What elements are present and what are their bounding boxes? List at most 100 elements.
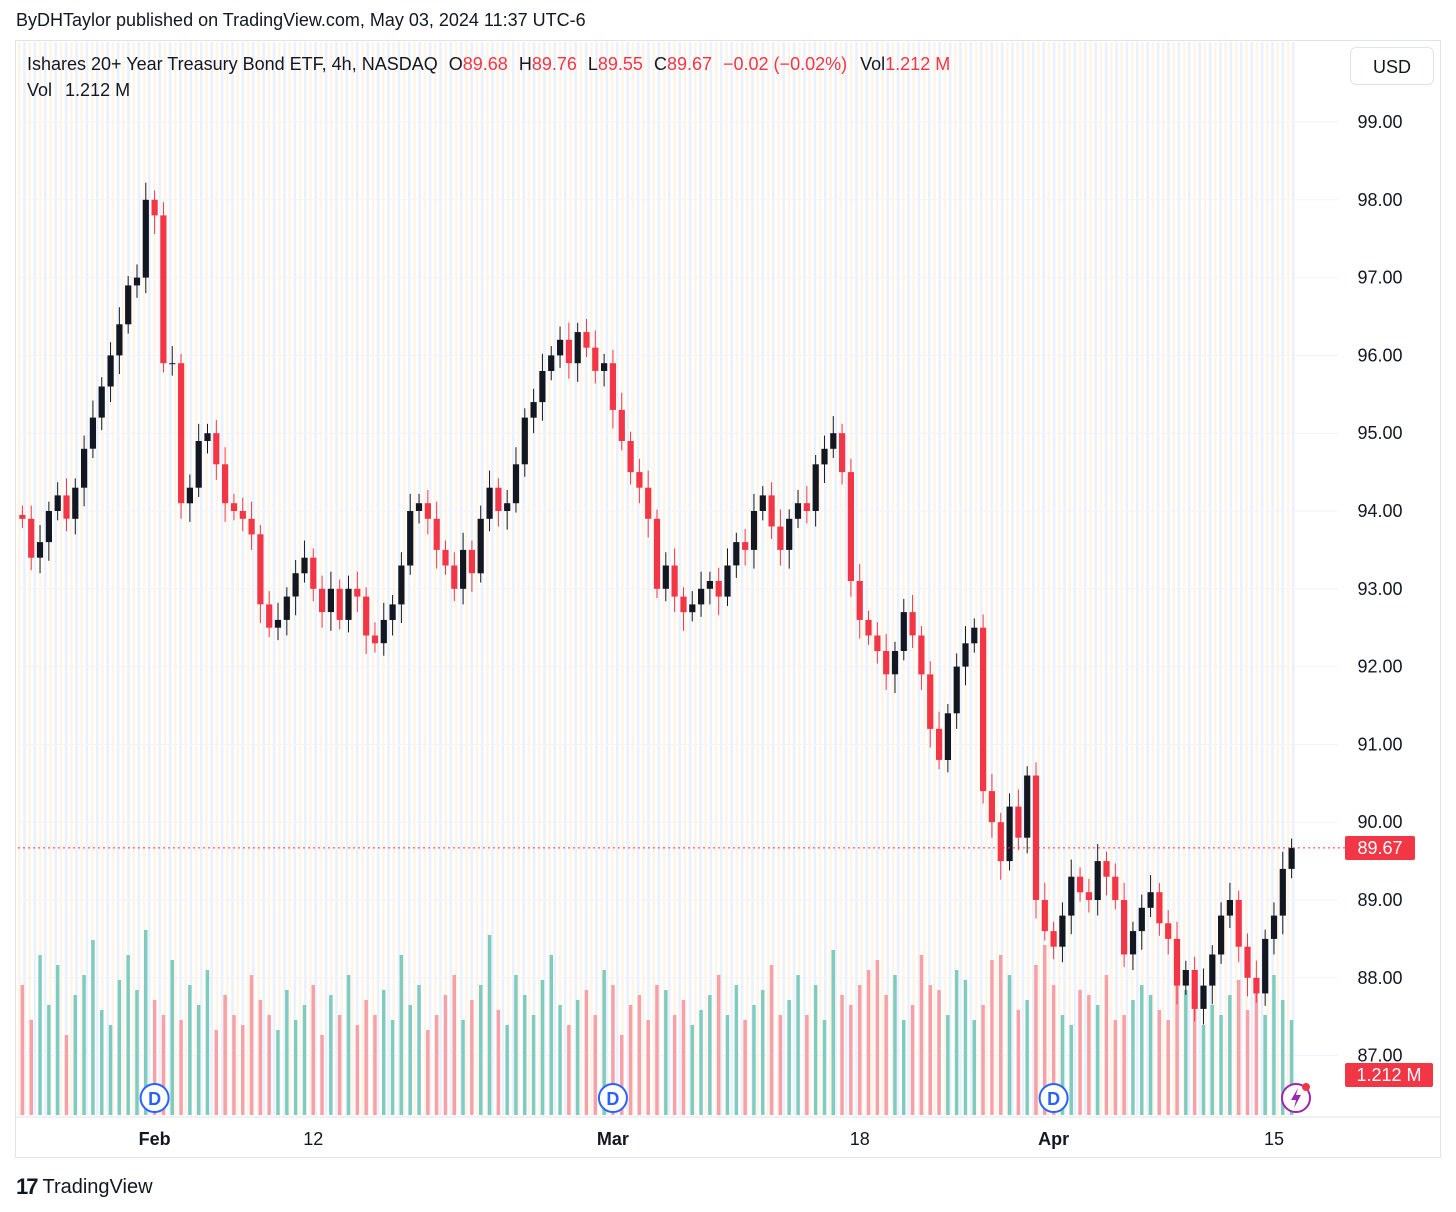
volume-bar (355, 1025, 360, 1115)
candle-body (1094, 861, 1101, 900)
volume-bar (937, 990, 941, 1115)
volume-bar (144, 930, 148, 1115)
session-stripe (668, 42, 671, 1115)
session-stripe (220, 42, 224, 1115)
volume-bar (1043, 945, 1047, 1115)
candle-body (460, 549, 467, 589)
flash-icon[interactable] (1281, 1083, 1311, 1113)
session-stripe (829, 42, 832, 1115)
session-stripe (1006, 42, 1009, 1115)
session-stripe (127, 42, 130, 1115)
volume-bar (637, 995, 642, 1115)
session-stripe (168, 42, 172, 1115)
volume-bar (1219, 1015, 1223, 1115)
volume-bar (752, 1005, 756, 1115)
candle-body (1059, 915, 1066, 947)
session-stripe (153, 42, 156, 1115)
volume-bar (161, 1015, 166, 1115)
session-stripe (413, 42, 416, 1115)
vol-value: 1.212 M (885, 54, 951, 74)
session-stripe (1188, 42, 1191, 1115)
candle-body (1279, 868, 1286, 916)
session-stripe (38, 42, 42, 1115)
candle-body (213, 433, 220, 465)
session-stripe (714, 42, 718, 1115)
candle-body (794, 503, 802, 519)
y-tick-label: 91.00 (1357, 734, 1402, 754)
candle-body (1173, 938, 1181, 986)
candle-body (151, 199, 158, 216)
session-stripe (517, 42, 520, 1115)
session-stripe (1094, 42, 1097, 1115)
candle-body (1032, 775, 1040, 900)
brand-name: TradingView (42, 1175, 153, 1198)
volume-bar (523, 995, 527, 1115)
session-stripe (938, 42, 941, 1115)
volume-bar (796, 975, 800, 1115)
vol-row-label[interactable]: Vol (27, 80, 53, 100)
volume-bar (1104, 975, 1109, 1115)
session-stripe (85, 42, 89, 1115)
volume-bar (1087, 995, 1091, 1115)
volume-bar (875, 960, 880, 1115)
candle-body (319, 588, 326, 613)
session-stripe (33, 42, 37, 1115)
candle-body (283, 596, 290, 620)
tradingview-logo-icon: 17 (16, 1174, 39, 1199)
session-stripe (324, 42, 328, 1115)
session-stripe (475, 42, 479, 1115)
chart-frame (15, 40, 1441, 1158)
session-stripe (392, 42, 395, 1115)
volume-bar (346, 975, 351, 1115)
session-stripe (1177, 42, 1181, 1115)
volume-bar (769, 965, 774, 1115)
currency-button[interactable]: USD (1350, 47, 1434, 85)
candle-body (72, 487, 79, 519)
volume-bar (866, 970, 871, 1115)
volume-bar (540, 980, 545, 1115)
session-stripe (1224, 42, 1227, 1115)
volume-bar (1254, 990, 1259, 1115)
dividend-marker-icon[interactable]: D (597, 1083, 628, 1113)
volume-bar (434, 1015, 439, 1115)
session-stripes (18, 42, 1295, 1115)
volume-bar (761, 990, 765, 1115)
session-stripe (272, 42, 276, 1115)
candle-body (504, 503, 511, 511)
session-stripe (600, 42, 603, 1115)
candle-body (1077, 876, 1084, 893)
symbol-name[interactable]: Ishares 20+ Year Treasury Bond ETF, 4h, … (27, 54, 438, 74)
session-stripe (751, 42, 754, 1115)
session-stripe (512, 42, 515, 1115)
session-stripe (954, 42, 957, 1115)
volume-bar (258, 1000, 263, 1115)
dividend-marker-icon[interactable]: D (1038, 1083, 1069, 1113)
session-stripe (408, 42, 411, 1115)
session-stripe (205, 42, 208, 1115)
candle-body (424, 503, 431, 519)
candle-body (1288, 847, 1295, 869)
volume-bar (479, 985, 483, 1115)
session-stripe (194, 42, 198, 1115)
volume-bar (805, 1015, 809, 1115)
candle-body (830, 433, 837, 449)
candle-body (909, 612, 916, 636)
candle-body (169, 363, 176, 365)
candle-body (222, 464, 229, 504)
session-stripe (1037, 42, 1040, 1115)
volume-bar (902, 1020, 906, 1115)
session-stripe (1089, 42, 1092, 1115)
volume-badge: 1.212 M (1345, 1063, 1433, 1087)
candle-body (574, 332, 581, 364)
vol-label: Vol (860, 54, 886, 74)
session-stripe (1208, 42, 1212, 1115)
candle-body (618, 409, 625, 441)
tradingview-branding[interactable]: 17 TradingView (16, 1174, 153, 1200)
session-stripe (418, 42, 421, 1115)
candle-body (936, 728, 943, 760)
candle-body (918, 635, 925, 675)
candle-body (557, 339, 564, 356)
volume-bar (778, 1015, 783, 1115)
dividend-marker-icon[interactable]: D (139, 1083, 170, 1113)
